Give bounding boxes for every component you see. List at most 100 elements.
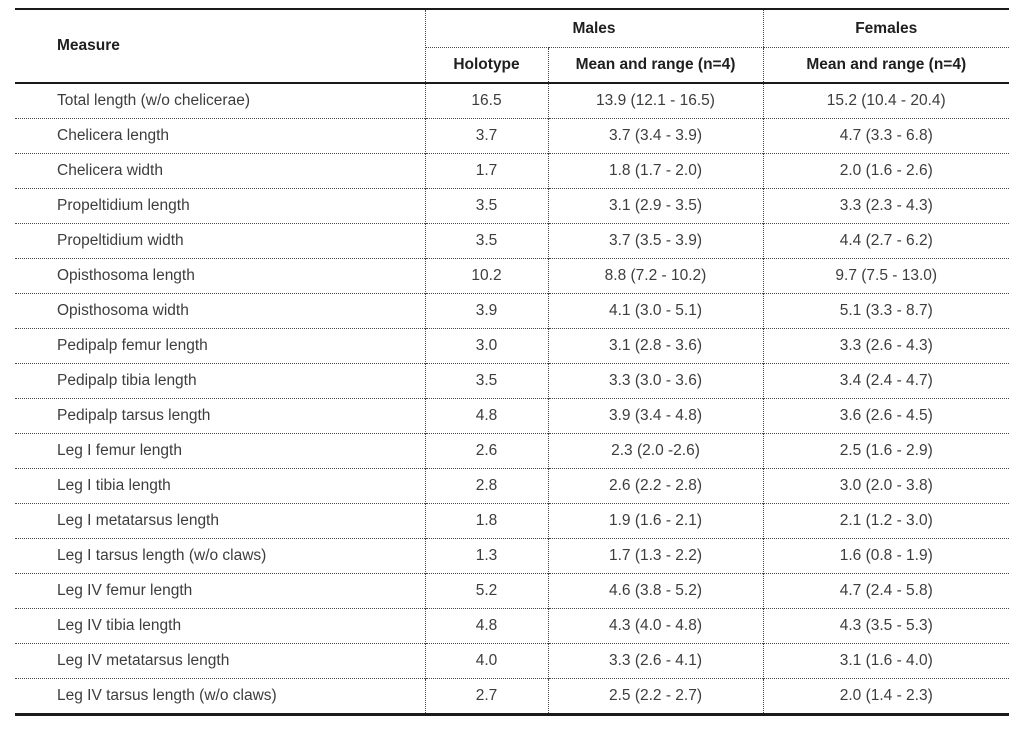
- cell-males-mean-range: 1.7 (1.3 - 2.2): [548, 538, 763, 574]
- cell-males-mean-range: 1.8 (1.7 - 2.0): [548, 153, 763, 189]
- cell-holotype: 3.5: [425, 223, 549, 259]
- cell-measure: Pedipalp tibia length: [15, 363, 426, 399]
- cell-females-mean-range: 3.0 (2.0 - 3.8): [762, 468, 1009, 504]
- table-row: Leg I tibia length 2.8 2.6 (2.2 - 2.8) 3…: [15, 468, 1009, 504]
- cell-males-mean-range: 3.7 (3.5 - 3.9): [548, 223, 763, 259]
- cell-measure: Leg IV metatarsus length: [15, 643, 426, 679]
- col-header-measure: Measure: [15, 9, 426, 84]
- cell-females-mean-range: 4.7 (2.4 - 5.8): [762, 573, 1009, 609]
- cell-holotype: 16.5: [425, 83, 549, 119]
- cell-females-mean-range: 3.1 (1.6 - 4.0): [762, 643, 1009, 679]
- table-row: Total length (w/o chelicerae) 16.5 13.9 …: [15, 83, 1009, 119]
- cell-males-mean-range: 3.9 (3.4 - 4.8): [548, 398, 763, 434]
- col-header-males-mean-range: Mean and range (n=4): [548, 47, 763, 84]
- cell-females-mean-range: 1.6 (0.8 - 1.9): [762, 538, 1009, 574]
- table-row: Propeltidium width 3.5 3.7 (3.5 - 3.9) 4…: [15, 223, 1009, 259]
- cell-holotype: 1.7: [425, 153, 549, 189]
- cell-females-mean-range: 2.0 (1.4 - 2.3): [762, 678, 1009, 715]
- table-row: Chelicera length 3.7 3.7 (3.4 - 3.9) 4.7…: [15, 118, 1009, 154]
- table-row: Leg I metatarsus length 1.8 1.9 (1.6 - 2…: [15, 503, 1009, 539]
- cell-holotype: 3.5: [425, 188, 549, 224]
- table-row: Leg IV metatarsus length 4.0 3.3 (2.6 - …: [15, 643, 1009, 679]
- table-row: Leg IV tibia length 4.8 4.3 (4.0 - 4.8) …: [15, 608, 1009, 644]
- cell-measure: Leg I metatarsus length: [15, 503, 426, 539]
- cell-males-mean-range: 3.3 (2.6 - 4.1): [548, 643, 763, 679]
- cell-holotype: 4.8: [425, 398, 549, 434]
- cell-females-mean-range: 2.5 (1.6 - 2.9): [762, 433, 1009, 469]
- cell-males-mean-range: 3.3 (3.0 - 3.6): [548, 363, 763, 399]
- cell-measure: Pedipalp femur length: [15, 328, 426, 364]
- table-row: Leg IV tarsus length (w/o claws) 2.7 2.5…: [15, 678, 1009, 715]
- table-row: Leg I femur length 2.6 2.3 (2.0 -2.6) 2.…: [15, 433, 1009, 469]
- cell-males-mean-range: 8.8 (7.2 - 10.2): [548, 258, 763, 294]
- cell-females-mean-range: 2.0 (1.6 - 2.6): [762, 153, 1009, 189]
- cell-measure: Pedipalp tarsus length: [15, 398, 426, 434]
- header-sub-row: Holotype Mean and range (n=4) Mean and r…: [15, 47, 1009, 84]
- col-header-females-mean-range: Mean and range (n=4): [762, 47, 1009, 84]
- cell-females-mean-range: 9.7 (7.5 - 13.0): [762, 258, 1009, 294]
- cell-measure: Leg IV femur length: [15, 573, 426, 609]
- cell-holotype: 3.0: [425, 328, 549, 364]
- table-row: Opisthosoma length 10.2 8.8 (7.2 - 10.2)…: [15, 258, 1009, 294]
- table-header: Measure Males Females Holotype Mean and …: [15, 9, 1009, 84]
- cell-males-mean-range: 3.7 (3.4 - 3.9): [548, 118, 763, 154]
- cell-males-mean-range: 3.1 (2.8 - 3.6): [548, 328, 763, 364]
- cell-females-mean-range: 4.4 (2.7 - 6.2): [762, 223, 1009, 259]
- cell-males-mean-range: 13.9 (12.1 - 16.5): [596, 92, 715, 109]
- table-row: Opisthosoma width 3.9 4.1 (3.0 - 5.1) 5.…: [15, 293, 1009, 329]
- col-header-females-group: Females: [762, 9, 1009, 48]
- cell-holotype: 2.8: [425, 468, 549, 504]
- cell-holotype: 1.3: [425, 538, 549, 574]
- table-body: Total length (w/o chelicerae) 16.5 13.9 …: [15, 83, 1009, 715]
- cell-males-mean-range: 2.3 (2.0 -2.6): [548, 433, 763, 469]
- cell-holotype: 2.7: [425, 678, 549, 715]
- cell-females-mean-range: 3.4 (2.4 - 4.7): [762, 363, 1009, 399]
- cell-females-mean-range: 15.2 (10.4 - 20.4): [762, 83, 1009, 119]
- cell-females-mean-range: 4.7 (3.3 - 6.8): [762, 118, 1009, 154]
- cell-measure: Leg IV tibia length: [15, 608, 426, 644]
- cell-females-mean-range: 3.3 (2.3 - 4.3): [762, 188, 1009, 224]
- cell-males-mean-range: 1.9 (1.6 - 2.1): [548, 503, 763, 539]
- cell-holotype: 3.5: [425, 363, 549, 399]
- cell-females-mean-range: 3.3 (2.6 - 4.3): [762, 328, 1009, 364]
- col-header-holotype: Holotype: [425, 47, 549, 84]
- table-row: Leg I tarsus length (w/o claws) 1.3 1.7 …: [15, 538, 1009, 574]
- cell-measure: Opisthosoma length: [15, 258, 426, 294]
- cell-males-mean-range: 2.6 (2.2 - 2.8): [548, 468, 763, 504]
- cell-holotype: 4.8: [425, 608, 549, 644]
- cell-holotype: 10.2: [425, 258, 549, 294]
- cell-males-mean-range: 4.6 (3.8 - 5.2): [548, 573, 763, 609]
- cell-measure: Leg I tarsus length (w/o claws): [15, 538, 426, 574]
- cell-males-mean-range: 4.1 (3.0 - 5.1): [548, 293, 763, 329]
- cell-females-mean-range: 5.1 (3.3 - 8.7): [762, 293, 1009, 329]
- cell-measure: Total length (w/o chelicerae): [15, 83, 426, 119]
- cell-measure: Propeltidium width: [15, 223, 426, 259]
- cell-holotype: 1.8: [425, 503, 549, 539]
- table-row: Pedipalp tibia length 3.5 3.3 (3.0 - 3.6…: [15, 363, 1009, 399]
- cell-males-mean-range: 4.3 (4.0 - 4.8): [548, 608, 763, 644]
- cell-measure: Chelicera length: [15, 118, 426, 154]
- cell-females-mean-range: 4.3 (3.5 - 5.3): [762, 608, 1009, 644]
- cell-females-mean-range: 3.6 (2.6 - 4.5): [762, 398, 1009, 434]
- cell-females-mean-range: 2.1 (1.2 - 3.0): [762, 503, 1009, 539]
- cell-measure: Opisthosoma width: [15, 293, 426, 329]
- cell-measure: Chelicera width: [15, 153, 426, 189]
- cell-measure: Leg I tibia length: [15, 468, 426, 504]
- table-row: Pedipalp femur length 3.0 3.1 (2.8 - 3.6…: [15, 328, 1009, 364]
- header-group-row: Measure Males Females: [15, 9, 1009, 84]
- col-header-males-group: Males: [425, 9, 763, 48]
- table-row: Pedipalp tarsus length 4.8 3.9 (3.4 - 4.…: [15, 398, 1009, 434]
- table-row: Leg IV femur length 5.2 4.6 (3.8 - 5.2) …: [15, 573, 1009, 609]
- cell-holotype: 3.7: [425, 118, 549, 154]
- table-row: Chelicera width 1.7 1.8 (1.7 - 2.0) 2.0 …: [15, 153, 1009, 189]
- cell-measure: Propeltidium length: [15, 188, 426, 224]
- cell-holotype: 2.6: [425, 433, 549, 469]
- cell-measure: Leg IV tarsus length (w/o claws): [15, 678, 426, 715]
- cell-males-mean-range: 3.1 (2.9 - 3.5): [548, 188, 763, 224]
- table-row: Propeltidium length 3.5 3.1 (2.9 - 3.5) …: [15, 188, 1009, 224]
- measurements-table: Measure Males Females Holotype Mean and …: [15, 8, 1009, 716]
- cell-males-mean-range: 2.5 (2.2 - 2.7): [548, 678, 763, 715]
- cell-measure: Leg I femur length: [15, 433, 426, 469]
- cell-holotype: 4.0: [425, 643, 549, 679]
